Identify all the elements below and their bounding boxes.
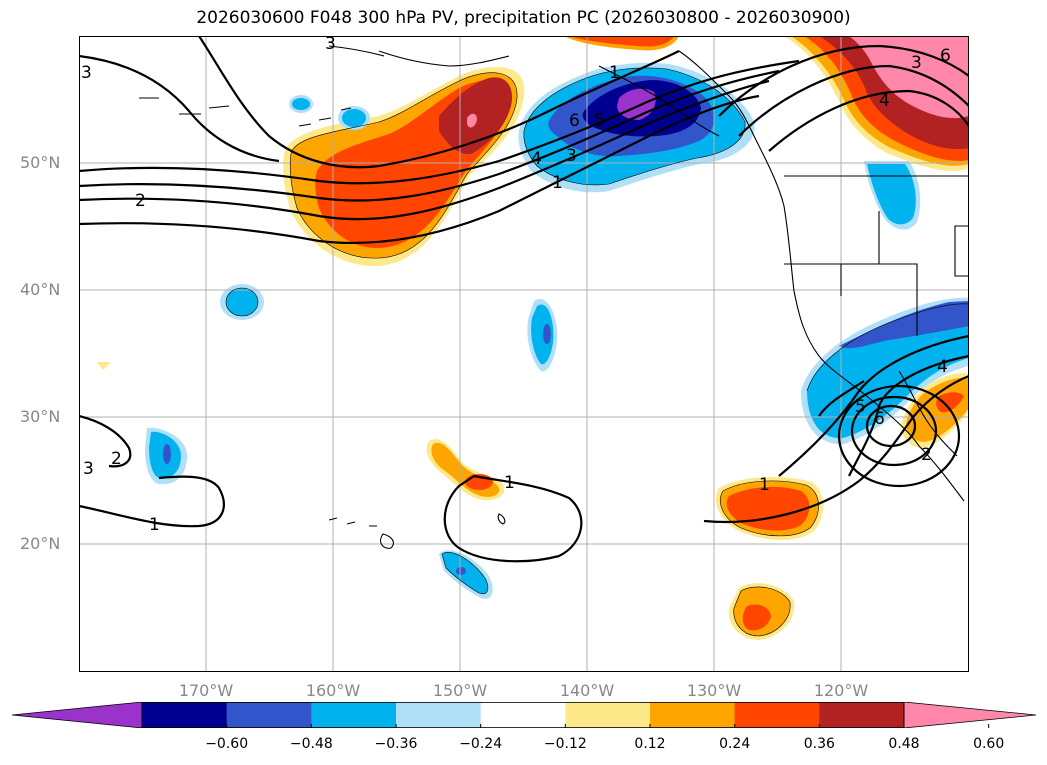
pv-label: 5 bbox=[855, 397, 866, 417]
pc-outlines bbox=[225, 67, 969, 637]
colorbar-tick-label: 0.12 bbox=[634, 736, 666, 752]
lon-label-160w: 160°W bbox=[305, 681, 361, 700]
pv-contours bbox=[79, 36, 969, 563]
colorbar-tick-label: 0.48 bbox=[888, 736, 920, 752]
figure-title: 2026030600 F048 300 hPa PV, precipitatio… bbox=[196, 8, 851, 28]
colorbar-tick-label: 0.60 bbox=[973, 736, 1005, 752]
colorbar-cell bbox=[396, 702, 482, 728]
pv-label: 1 bbox=[552, 173, 563, 193]
colorbar-tick-label: 0.24 bbox=[719, 736, 751, 752]
lat-label-50n: 50°N bbox=[20, 153, 61, 172]
pv-contour-labels: 3 3 2 1 4 3 5 6 4 3 1 6 3 2 1 1 1 4 5 6 … bbox=[81, 36, 951, 535]
colorbar-cell bbox=[311, 702, 397, 728]
pv-label: 2 bbox=[111, 449, 122, 469]
pv-label: 3 bbox=[325, 36, 336, 54]
pc-negative-patches bbox=[97, 95, 921, 599]
pc-baja-patterns bbox=[801, 297, 969, 448]
lat-label-40n: 40°N bbox=[20, 280, 61, 299]
lon-label-140w: 140°W bbox=[559, 681, 615, 700]
colorbar-cell bbox=[480, 702, 566, 728]
pv-label: 4 bbox=[937, 357, 948, 377]
colorbar-tick-label: −0.48 bbox=[289, 736, 333, 752]
pv-label: 2 bbox=[135, 191, 146, 211]
colorbar-cell bbox=[226, 702, 312, 728]
pv-label: 1 bbox=[149, 515, 160, 535]
pv-label: 6 bbox=[940, 46, 951, 66]
pv-label: 4 bbox=[879, 91, 890, 111]
pv-label: 3 bbox=[911, 53, 922, 73]
pv-label: 3 bbox=[566, 146, 577, 166]
pv-label: 2 bbox=[921, 445, 932, 465]
pv-label: 4 bbox=[531, 149, 542, 169]
pv-label: 3 bbox=[81, 63, 92, 83]
colorbar-tick-label: −0.24 bbox=[459, 736, 503, 752]
colorbar-cell bbox=[565, 702, 651, 728]
pv-label: 1 bbox=[609, 63, 620, 83]
pc-fill-060 bbox=[467, 113, 477, 128]
pv-label: 6 bbox=[569, 111, 580, 131]
lat-label-20n: 20°N bbox=[20, 534, 61, 553]
map-panel: 3 3 2 1 4 3 5 6 4 3 1 6 3 2 1 1 1 4 5 6 … bbox=[79, 36, 969, 672]
lon-label-120w: 120°W bbox=[813, 681, 869, 700]
pv-label: 1 bbox=[504, 473, 515, 493]
colorbar-tick-label: −0.36 bbox=[374, 736, 418, 752]
gridlines bbox=[79, 36, 969, 672]
pv-label: 3 bbox=[83, 459, 94, 479]
lon-label-170w: 170°W bbox=[178, 681, 234, 700]
colorbar-tick-label: −0.60 bbox=[205, 736, 249, 752]
colorbar-cell bbox=[819, 702, 905, 728]
pv-label: 1 bbox=[759, 475, 770, 495]
colorbar-cell bbox=[142, 702, 228, 728]
pv-label: 5 bbox=[594, 111, 605, 131]
lon-label-130w: 130°W bbox=[686, 681, 742, 700]
colorbar-cell bbox=[650, 702, 736, 728]
pv-label: 6 bbox=[874, 409, 885, 429]
map-frame bbox=[79, 36, 969, 672]
colorbar-frame bbox=[141, 702, 905, 728]
lon-label-150w: 150°W bbox=[432, 681, 488, 700]
colorbar-extend-min bbox=[12, 702, 143, 728]
colorbar-cell bbox=[734, 702, 820, 728]
colorbar-extend-max bbox=[903, 702, 1036, 728]
colorbar-tick-label: −0.12 bbox=[543, 736, 587, 752]
lat-label-30n: 30°N bbox=[20, 407, 61, 426]
colorbar-tick-label: 0.36 bbox=[803, 736, 835, 752]
colorbar bbox=[12, 702, 1036, 728]
